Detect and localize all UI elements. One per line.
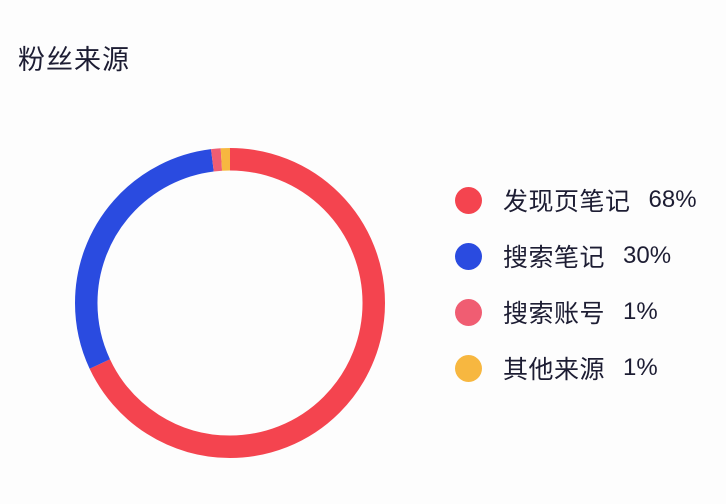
page-title: 粉丝来源 (18, 45, 130, 75)
legend-dot-icon (455, 242, 482, 270)
legend-dot-icon (455, 354, 482, 382)
legend-item-value: 30% (623, 242, 672, 269)
legend-item-label: 发现页笔记 (503, 188, 631, 216)
legend-item-label: 搜索笔记 (503, 244, 606, 272)
legend-item-label: 搜索账号 (503, 300, 606, 328)
legend-item-search-notes[interactable]: 搜索笔记 30% (455, 228, 717, 284)
legend-item-other-sources[interactable]: 其他来源 1% (455, 340, 717, 396)
legend-item-discover-notes[interactable]: 发现页笔记 68% (455, 172, 717, 228)
chart-legend: 发现页笔记 68% 搜索笔记 30% 搜索账号 1% 其他来源 1% (455, 172, 717, 396)
legend-dot-icon (455, 186, 482, 214)
legend-item-value: 68% (648, 186, 697, 213)
donut-chart-svg (75, 148, 385, 458)
legend-dot-icon (455, 298, 482, 326)
donut-chart (73, 146, 387, 460)
legend-item-value: 1% (623, 354, 658, 381)
legend-item-search-account[interactable]: 搜索账号 1% (455, 284, 717, 340)
donut-slice-group (75, 148, 385, 458)
donut-slice[interactable] (75, 148, 385, 458)
legend-item-value: 1% (623, 298, 658, 325)
legend-item-label: 其他来源 (503, 356, 606, 384)
donut-slice[interactable] (75, 148, 385, 458)
